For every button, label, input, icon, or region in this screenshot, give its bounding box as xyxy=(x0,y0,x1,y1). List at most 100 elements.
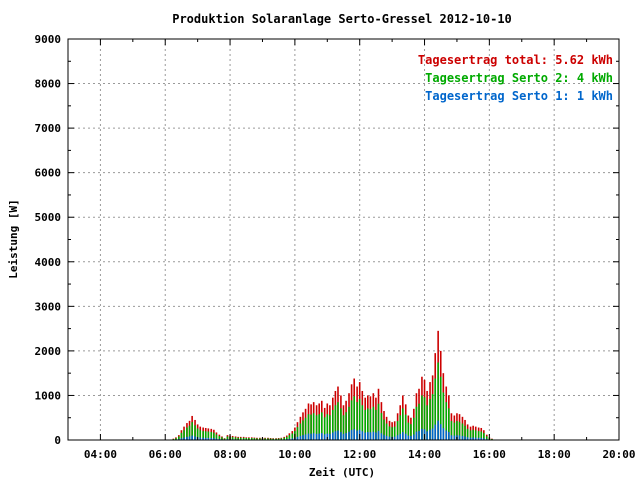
bar-serto-2 xyxy=(213,432,215,440)
bar-serto-2 xyxy=(434,378,437,440)
bar-serto-1 xyxy=(334,431,337,440)
bar-serto-2 xyxy=(404,414,407,440)
bar-serto-2 xyxy=(456,421,458,440)
bar-serto-2 xyxy=(296,427,299,440)
bar-serto-1 xyxy=(315,433,318,440)
bar-serto-2 xyxy=(275,438,277,440)
bar-serto-2 xyxy=(188,425,191,440)
bar-serto-1 xyxy=(199,437,202,440)
bar-serto-2 xyxy=(385,423,388,440)
bar-serto-2 xyxy=(480,431,483,440)
bar-serto-2 xyxy=(448,408,450,440)
bar-serto-1 xyxy=(466,437,469,440)
bar-serto-2 xyxy=(383,419,385,440)
grid-lines xyxy=(68,39,619,440)
bar-serto-2 xyxy=(340,408,342,440)
x-tick-label: 08:00 xyxy=(213,448,246,461)
bar-serto-1 xyxy=(361,431,364,440)
bar-serto-2 xyxy=(423,397,426,440)
bar-serto-2 xyxy=(248,438,250,440)
bar-serto-2 xyxy=(280,438,283,440)
bar-serto-1 xyxy=(413,434,415,440)
bar-serto-2 xyxy=(256,438,258,440)
legend: Tagesertrag total: 5.62 kWh Tagesertrag S… xyxy=(418,53,613,103)
y-tick-label: 3000 xyxy=(35,300,62,313)
legend-entry: Tagesertrag Serto 2: 4 kWh xyxy=(425,71,613,85)
bar-serto-1 xyxy=(415,431,418,440)
bar-serto-2 xyxy=(250,438,253,440)
bar-serto-2 xyxy=(377,403,380,440)
bar-serto-2 xyxy=(413,417,415,440)
bar-serto-2 xyxy=(310,414,312,440)
bar-serto-2 xyxy=(291,433,294,440)
bar-serto-1 xyxy=(431,428,434,440)
bar-serto-2 xyxy=(407,422,410,440)
bar-serto-1 xyxy=(474,437,477,440)
bar-serto-1 xyxy=(480,437,483,440)
bar-serto-2 xyxy=(367,408,369,440)
bar-serto-1 xyxy=(453,435,456,440)
bar-serto-1 xyxy=(307,433,310,440)
bar-serto-2 xyxy=(332,409,334,440)
x-tick-label: 10:00 xyxy=(278,448,311,461)
bar-serto-2 xyxy=(320,412,323,440)
bar-serto-2 xyxy=(237,437,239,440)
bar-serto-1 xyxy=(426,431,428,440)
bar-serto-2 xyxy=(329,415,331,440)
bar-serto-1 xyxy=(345,433,347,440)
bar-serto-2 xyxy=(267,438,269,440)
bar-serto-2 xyxy=(285,436,288,440)
bar-serto-1 xyxy=(353,429,355,440)
bar-serto-1 xyxy=(410,436,412,440)
bar-serto-1 xyxy=(194,436,196,440)
bar-serto-1 xyxy=(364,432,367,440)
bar-serto-1 xyxy=(183,437,185,440)
bar-serto-2 xyxy=(272,438,274,440)
bar-serto-2 xyxy=(315,415,318,440)
bar-serto-1 xyxy=(369,432,372,440)
bar-serto-2 xyxy=(204,431,207,440)
bar-serto-1 xyxy=(483,438,485,440)
bar-serto-1 xyxy=(191,435,193,440)
x-tick-label: 12:00 xyxy=(343,448,376,461)
bar-serto-1 xyxy=(458,435,461,440)
bar-serto-2 xyxy=(402,408,404,440)
bar-serto-1 xyxy=(186,436,188,440)
bar-serto-2 xyxy=(410,424,412,440)
bar-serto-1 xyxy=(469,437,472,440)
y-tick-label: 4000 xyxy=(35,256,62,269)
bar-serto-2 xyxy=(464,425,466,440)
bar-serto-2 xyxy=(474,430,477,440)
bar-serto-1 xyxy=(213,438,215,440)
bar-serto-2 xyxy=(461,423,464,440)
bar-serto-2 xyxy=(380,413,383,440)
x-tick-label: 06:00 xyxy=(149,448,182,461)
bar-serto-1 xyxy=(383,434,385,440)
y-tick-label: 2000 xyxy=(35,345,62,358)
bar-serto-2 xyxy=(234,437,237,440)
bar-serto-2 xyxy=(312,413,315,440)
bar-serto-2 xyxy=(175,438,177,440)
bar-serto-2 xyxy=(269,438,272,440)
bar-serto-2 xyxy=(337,402,339,440)
bar-serto-2 xyxy=(348,406,350,440)
x-tick-label: 18:00 xyxy=(538,448,571,461)
bar-serto-2 xyxy=(302,420,304,440)
bar-serto-2 xyxy=(477,431,480,440)
bar-serto-2 xyxy=(439,376,442,440)
bar-serto-1 xyxy=(342,433,345,440)
y-tick-labels: 0 1000 2000 3000 4000 5000 6000 7000 8000 9000 xyxy=(35,33,62,447)
bar-serto-2 xyxy=(326,414,329,440)
bar-serto-1 xyxy=(404,433,407,440)
bar-serto-2 xyxy=(283,437,285,440)
bar-serto-2 xyxy=(323,417,326,440)
legend-entry: Tagesertrag total: 5.62 kWh xyxy=(418,53,613,67)
y-axis-label: Leistung [W] xyxy=(7,199,20,278)
bar-serto-1 xyxy=(329,433,331,440)
bar-serto-1 xyxy=(337,430,339,440)
bar-serto-2 xyxy=(253,438,256,440)
bar-serto-2 xyxy=(483,433,485,440)
bar-serto-2 xyxy=(196,428,199,440)
bar-serto-2 xyxy=(210,431,213,440)
y-tick-label: 5000 xyxy=(35,211,62,224)
